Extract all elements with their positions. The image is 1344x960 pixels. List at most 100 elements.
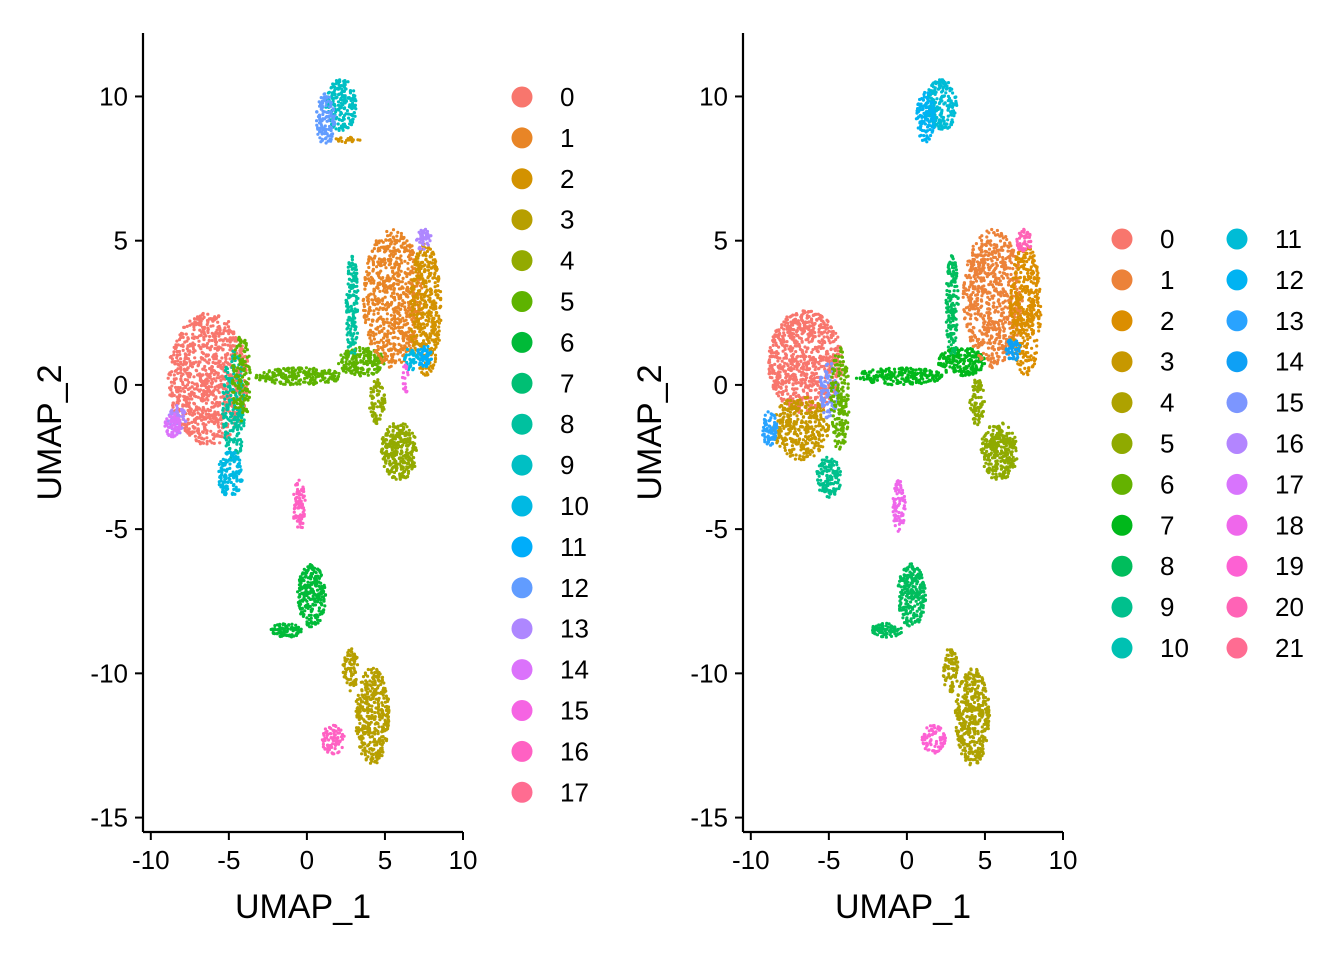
data-point [403, 305, 407, 309]
data-point [220, 470, 224, 474]
data-point [426, 294, 430, 298]
data-point [238, 402, 242, 406]
data-point [233, 417, 237, 421]
data-point [202, 325, 207, 329]
data-point [211, 401, 215, 405]
data-point [336, 137, 340, 141]
data-point [190, 420, 194, 424]
data-point [376, 710, 380, 715]
data-point [233, 415, 237, 419]
data-point [327, 377, 331, 381]
cluster-6-points [296, 563, 328, 629]
data-point [213, 346, 217, 351]
data-point [362, 718, 366, 722]
data-point [199, 374, 203, 378]
data-point [292, 375, 296, 379]
data-point [207, 317, 211, 321]
data-point [381, 741, 385, 745]
data-point [320, 118, 324, 122]
data-point [383, 303, 387, 307]
data-point [368, 359, 372, 363]
data-point [406, 440, 410, 444]
data-point [186, 357, 191, 361]
data-point [173, 360, 177, 364]
data-point [238, 344, 242, 348]
data-point [183, 395, 187, 399]
data-point [296, 600, 300, 605]
data-point [337, 108, 341, 112]
data-point [395, 234, 399, 238]
data-point [386, 329, 390, 333]
data-point [177, 363, 181, 367]
data-point [369, 281, 373, 285]
data-point [204, 412, 208, 416]
data-point [198, 360, 202, 364]
data-point [359, 680, 363, 684]
data-point [238, 397, 242, 401]
data-point [299, 612, 303, 616]
data-point [386, 321, 390, 325]
data-point [399, 254, 403, 258]
data-point [349, 286, 353, 291]
data-point [396, 311, 400, 315]
data-point [228, 336, 232, 340]
data-point [378, 672, 382, 676]
data-point [248, 368, 252, 372]
data-point [412, 434, 416, 438]
data-point [205, 372, 209, 376]
data-point [212, 318, 216, 322]
data-point [255, 375, 259, 379]
data-point [193, 434, 197, 438]
data-point [317, 609, 321, 613]
data-point [247, 377, 251, 381]
data-point [358, 138, 362, 142]
data-point [220, 431, 224, 435]
data-point [375, 370, 379, 374]
data-point [220, 490, 225, 494]
data-point [225, 353, 229, 357]
data-point [393, 306, 397, 311]
data-point [401, 348, 405, 352]
data-point [403, 431, 407, 436]
data-point [233, 353, 237, 357]
data-point [403, 259, 407, 263]
data-point [374, 327, 378, 331]
data-point [380, 385, 384, 389]
data-point [239, 347, 243, 351]
data-point [175, 428, 179, 432]
data-point [377, 331, 381, 335]
cluster-14-points [163, 412, 182, 439]
data-point [239, 419, 243, 423]
data-point [245, 382, 249, 386]
data-point [324, 371, 328, 375]
data-point [415, 319, 419, 323]
data-point [422, 264, 426, 268]
data-point [222, 462, 226, 466]
data-point [199, 322, 203, 326]
data-point [177, 429, 181, 433]
data-point [308, 367, 312, 371]
data-point [358, 373, 362, 377]
data-point [398, 462, 402, 466]
data-point [223, 473, 227, 477]
data-point [186, 428, 190, 432]
data-point [392, 461, 396, 465]
data-point [414, 270, 418, 274]
data-point [318, 569, 322, 574]
data-point [399, 440, 403, 444]
data-point [349, 264, 353, 268]
data-point [329, 372, 333, 376]
data-point [377, 725, 381, 729]
data-point [435, 331, 439, 335]
data-point [205, 429, 209, 433]
data-point [283, 382, 287, 386]
data-point [317, 374, 321, 378]
data-point [226, 417, 230, 421]
data-point [320, 137, 324, 141]
data-point [428, 234, 432, 238]
data-point [371, 261, 375, 265]
data-point [391, 291, 395, 295]
data-point [385, 433, 389, 437]
data-point [374, 697, 378, 701]
data-point [228, 433, 232, 437]
